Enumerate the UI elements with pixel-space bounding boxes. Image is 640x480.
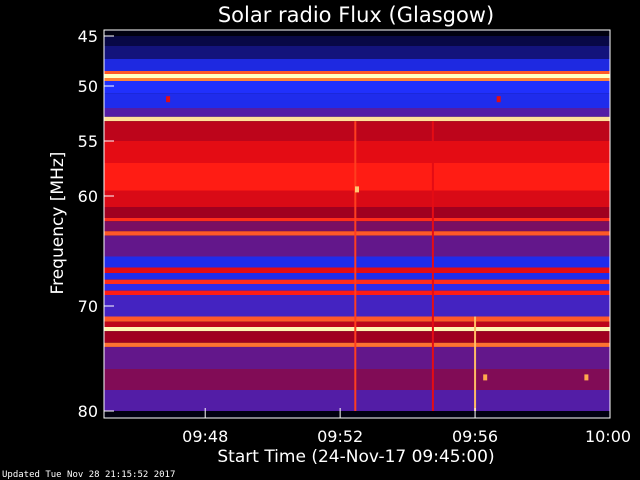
frequency-band xyxy=(104,221,610,232)
frequency-band xyxy=(104,207,610,218)
y-tick-label: 60 xyxy=(78,187,98,206)
frequency-band xyxy=(104,346,610,369)
burst-streak xyxy=(474,316,477,411)
frequency-band xyxy=(104,46,610,59)
burst-streak xyxy=(431,121,434,411)
burst-spot xyxy=(166,96,171,103)
x-axis: 09:48 09:52 09:56 10:00 xyxy=(182,408,631,446)
frequency-band xyxy=(104,321,610,327)
plot-area xyxy=(103,29,611,419)
y-tick-label: 70 xyxy=(78,297,98,316)
frequency-band xyxy=(104,231,610,236)
y-tick-label: 80 xyxy=(78,402,98,421)
frequency-band xyxy=(104,218,610,222)
frequency-band xyxy=(104,71,610,74)
frequency-band xyxy=(104,331,610,343)
frequency-band xyxy=(104,121,610,141)
x-axis-label: Start Time (24-Nov-17 09:45:00) xyxy=(217,447,494,467)
frequency-band xyxy=(104,235,610,257)
burst-spot xyxy=(584,374,589,381)
frequency-band xyxy=(104,390,610,411)
y-axis: 45 50 55 60 70 80 xyxy=(78,27,114,421)
frequency-band xyxy=(104,327,610,332)
frequency-band xyxy=(104,279,610,284)
x-tick-label: 09:56 xyxy=(452,427,498,446)
burst-spot xyxy=(355,186,359,193)
frequency-band xyxy=(104,116,610,122)
frequency-band xyxy=(104,108,610,117)
frequency-band xyxy=(104,290,610,295)
burst-spot xyxy=(496,96,501,103)
x-tick-label: 10:00 xyxy=(585,427,631,446)
frequency-band xyxy=(104,369,610,390)
frequency-band xyxy=(104,163,610,191)
frequency-band xyxy=(104,316,610,322)
frequency-band xyxy=(104,256,610,268)
frequency-band xyxy=(104,36,610,46)
frequency-band xyxy=(104,267,610,273)
frequency-band xyxy=(104,78,610,81)
x-tick-label: 09:48 xyxy=(182,427,228,446)
chart-title: Solar radio Flux (Glasgow) xyxy=(218,3,494,27)
frequency-band xyxy=(104,93,610,108)
frequency-band xyxy=(104,342,610,347)
y-tick-label: 50 xyxy=(78,77,98,96)
updated-timestamp: Updated Tue Nov 28 21:15:52 2017 xyxy=(2,470,176,480)
burst-spot xyxy=(483,374,488,381)
y-tick-label: 55 xyxy=(78,132,98,151)
frequency-band xyxy=(104,59,610,71)
frequency-band xyxy=(104,190,610,207)
frequency-band xyxy=(104,141,610,163)
frequency-band xyxy=(104,74,610,78)
x-tick-label: 09:52 xyxy=(317,427,363,446)
frequency-band xyxy=(104,81,610,94)
burst-streak xyxy=(354,121,357,411)
plot-frame xyxy=(103,29,611,419)
y-axis-label: Frequency [MHz] xyxy=(48,152,68,295)
y-tick-label: 45 xyxy=(78,27,98,46)
frequency-band xyxy=(104,295,610,317)
frequency-band xyxy=(104,284,610,291)
frequency-band xyxy=(104,273,610,280)
